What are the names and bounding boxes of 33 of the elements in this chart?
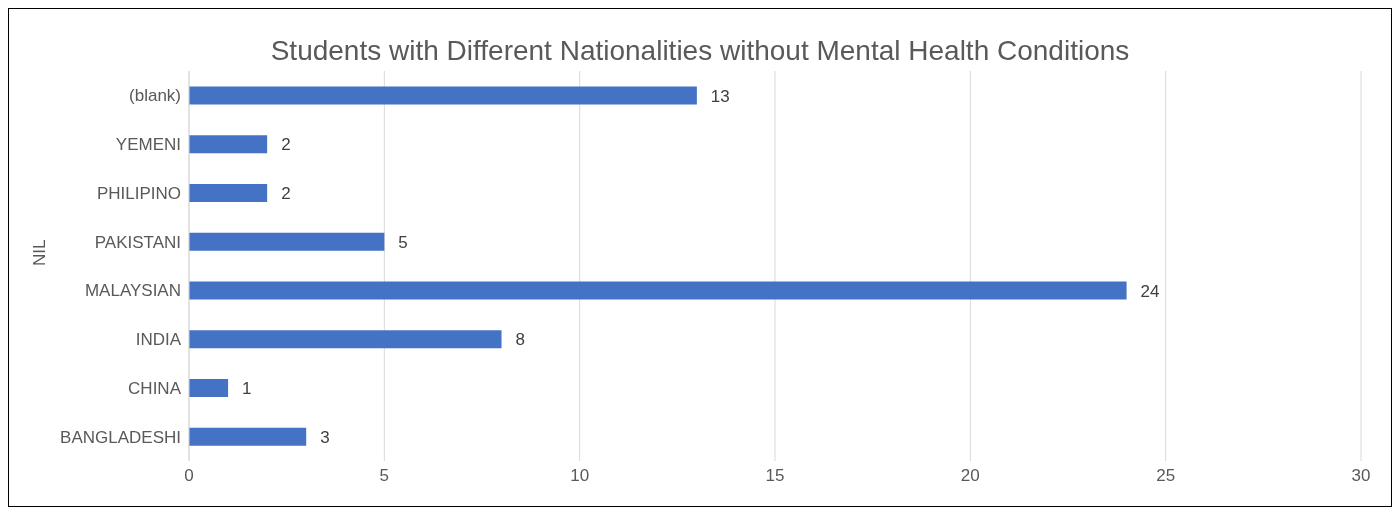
y-tick-label: BANGLADESHI [60,427,181,447]
data-label: 3 [320,427,330,447]
x-tick-label: 25 [1156,466,1176,486]
x-tick-label: 0 [184,466,194,486]
bar [189,330,502,349]
data-label: 1 [242,379,252,399]
bar [189,135,268,154]
bar [189,427,307,446]
data-label: 8 [515,330,525,350]
x-tick-label: 20 [960,466,980,486]
x-tick-label: 5 [379,466,390,486]
data-label: 24 [1140,281,1160,301]
bar [189,379,229,398]
data-label: 2 [281,135,291,155]
y-axis-title: NIL [30,239,50,266]
y-tick-label: INDIA [135,330,182,350]
x-tick-label: 15 [765,466,785,486]
y-tick-label: CHINA [128,378,182,398]
x-tick-label: 10 [570,466,590,486]
chart-title: Students with Different Nationalities without Mental Health Conditions [269,34,1131,68]
bar [189,232,385,251]
y-tick-label: PHILIPINO [96,183,181,203]
bar [189,86,697,105]
data-label: 5 [398,232,408,252]
y-tick-label: PAKISTANI [94,232,181,252]
y-tick-label: (blank) [129,86,181,106]
x-tick-label: 30 [1351,466,1371,486]
data-label: 13 [710,86,730,106]
bar [189,184,268,203]
y-tick-label: YEMENI [115,135,181,155]
y-tick-label: MALAYSIAN [84,281,181,301]
bar [189,281,1127,300]
data-label: 2 [281,184,291,204]
